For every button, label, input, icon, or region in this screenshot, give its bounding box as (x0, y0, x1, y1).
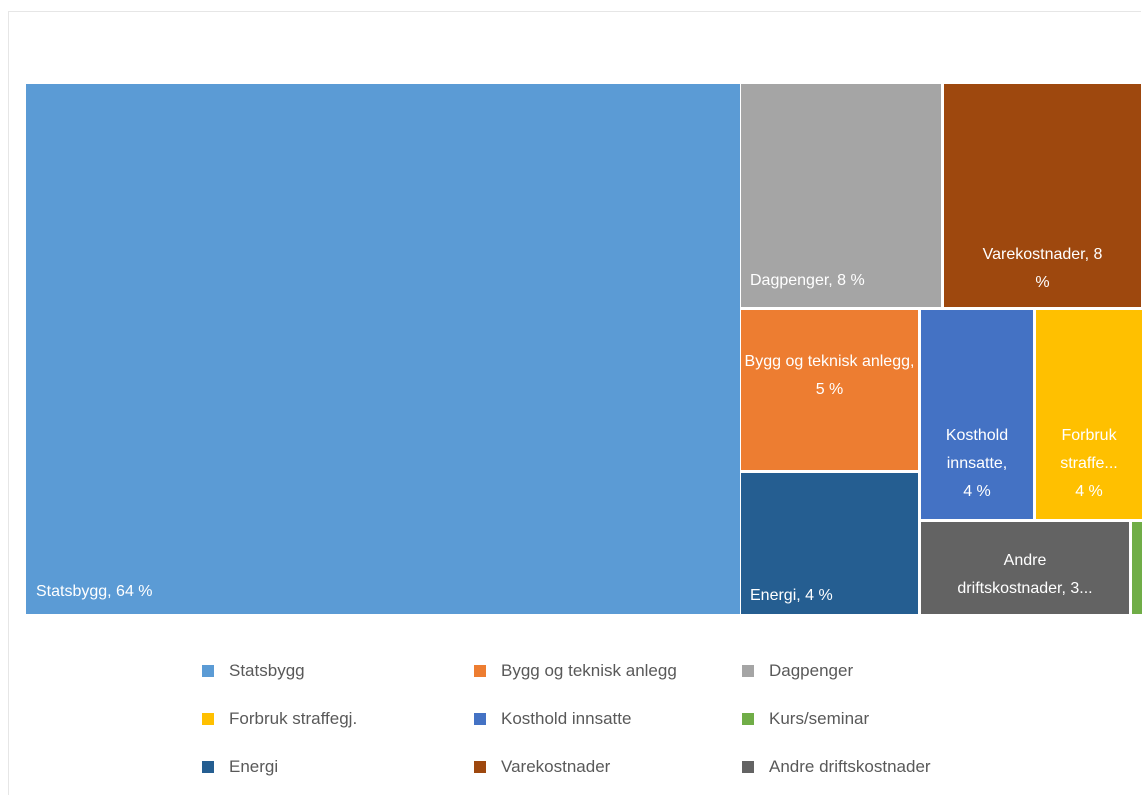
tile-label-statsbygg: Statsbygg, 64 % (36, 583, 153, 600)
treemap-tile-statsbygg (26, 84, 740, 614)
legend-item-kosthold-innsatte: Kosthold innsatte (474, 708, 631, 730)
legend-item-dagpenger: Dagpenger (742, 660, 853, 682)
legend-label: Dagpenger (769, 661, 854, 680)
treemap-tile-forbruk-straffegj (1036, 310, 1142, 519)
legend-item-andre-driftskostnader: Andre driftskostnader (742, 756, 931, 778)
tile-label-dagpenger: Dagpenger, 8 % (750, 272, 865, 289)
tile-label-energi: Energi, 4 % (750, 587, 833, 604)
legend-label: Bygg og teknisk anlegg (501, 661, 677, 680)
legend-swatch (474, 761, 486, 773)
legend-item-energi: Energi (202, 756, 278, 778)
treemap-tile-andre-driftskostnader (921, 522, 1129, 614)
treemap-chart: Statsbygg, 64 % Dagpenger, 8 % Varekostnad… (26, 84, 1142, 614)
treemap-tile-dagpenger (741, 84, 941, 307)
legend-swatch (474, 713, 486, 725)
legend-item-varekostnader: Varekostnader (474, 756, 610, 778)
legend-swatch (742, 665, 754, 677)
tile-label-varekostnader: Varekostnader, 8% (983, 246, 1103, 291)
legend-label: Statsbygg (229, 661, 305, 680)
treemap-tile-kurs-seminar (1132, 522, 1142, 614)
legend-swatch (202, 761, 214, 773)
treemap-tile-kosthold-innsatte (921, 310, 1033, 519)
legend-swatch (742, 713, 754, 725)
tile-label-bygg-og-teknisk-anlegg: Bygg og teknisk anlegg, 5 % (745, 353, 915, 398)
tile-label-kosthold-innsatte: Kosthold innsatte, 4 % (946, 427, 1008, 500)
legend-item-bygg-og-teknisk-anlegg: Bygg og teknisk anlegg (474, 660, 677, 682)
legend-swatch (742, 761, 754, 773)
treemap-tile-energi (741, 473, 918, 614)
legend-label: Energi (229, 757, 279, 776)
legend-label: Andre driftskostnader (769, 757, 931, 776)
tile-label-andre-driftskostnader: Andre driftskostnader, 3... (957, 552, 1092, 597)
legend-label: Kosthold innsatte (501, 709, 632, 728)
legend-label: Varekostnader (501, 757, 611, 776)
legend-swatch (202, 713, 214, 725)
legend-label: Kurs/seminar (769, 709, 870, 728)
chart-area: Statsbygg, 64 % Dagpenger, 8 % Varekostnad… (8, 11, 1142, 795)
tile-label-forbruk-straffegj: Forbruk straffe... 4 % (1060, 427, 1118, 500)
legend-swatch (474, 665, 486, 677)
treemap-tile-bygg-og-teknisk-anlegg (741, 310, 918, 470)
legend-label: Forbruk straffegj. (229, 709, 358, 728)
legend-item-kurs-seminar: Kurs/seminar (742, 708, 869, 730)
legend-item-statsbygg: Statsbygg (202, 660, 305, 682)
legend-item-forbruk-straffegj: Forbruk straffegj. (202, 708, 357, 730)
legend-swatch (202, 665, 214, 677)
treemap-tile-varekostnader (944, 84, 1141, 307)
